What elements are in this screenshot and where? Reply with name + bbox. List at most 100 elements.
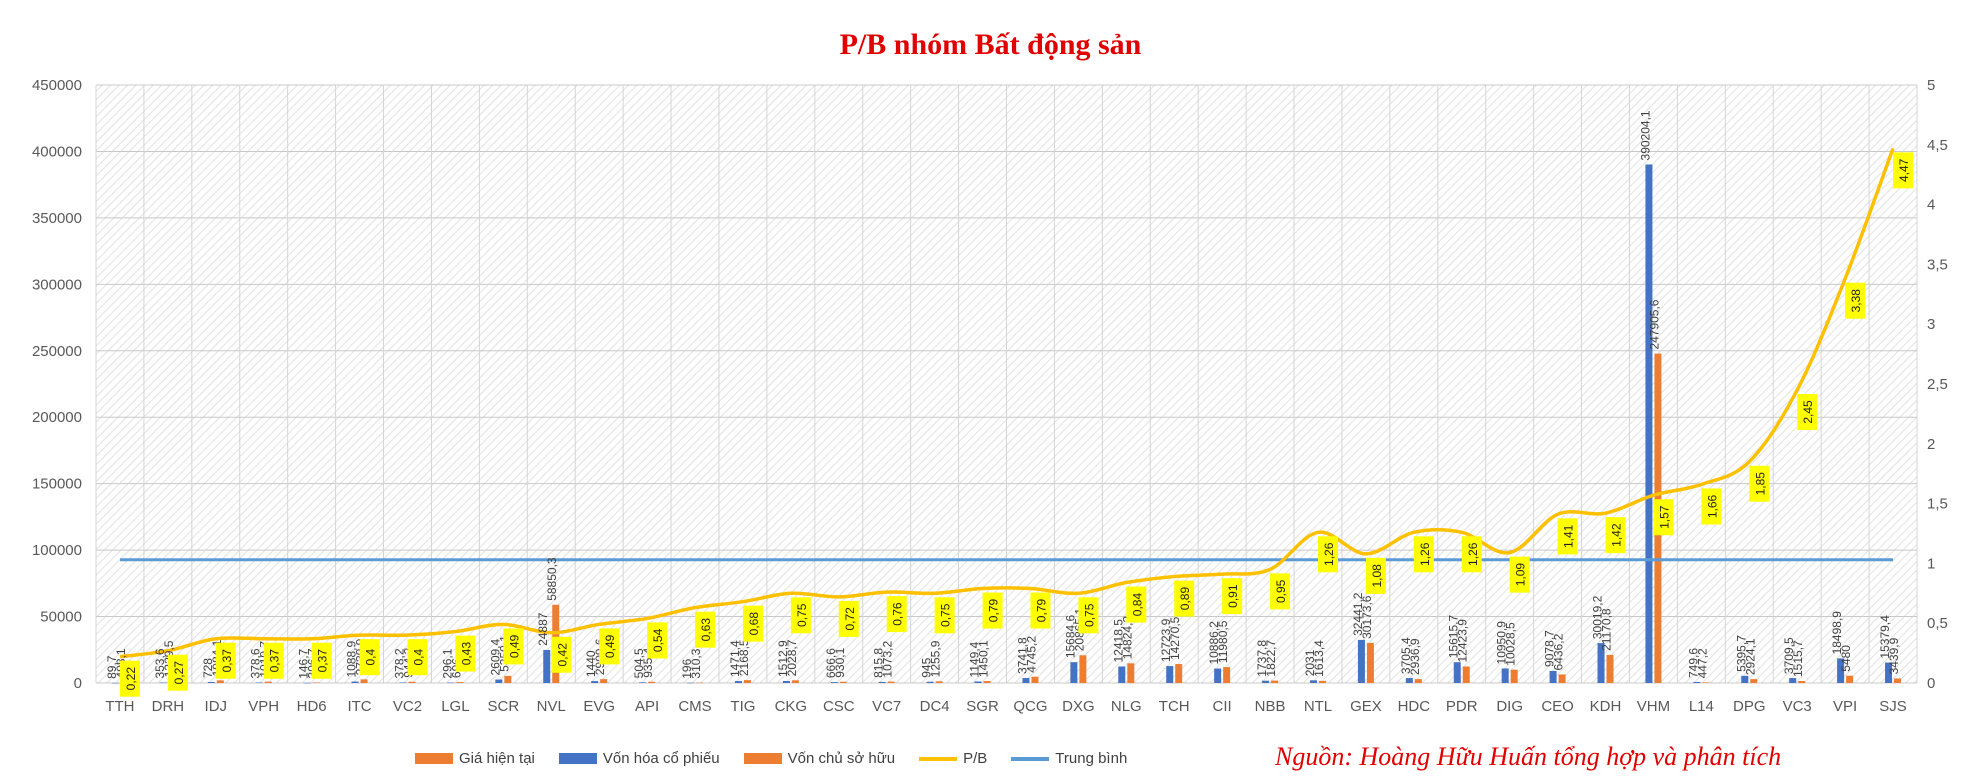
data-label-von-csh: 930,1 (833, 647, 847, 677)
source-note: Nguồn: Hoàng Hữu Huấn tổng hợp và phân t… (1275, 742, 1782, 771)
data-label-von-csh: 30173,6 (1360, 595, 1374, 639)
bar-von-hoa (782, 680, 790, 683)
category-label: TTH (105, 698, 134, 715)
data-label-von-hoa: 3705,4 (1399, 637, 1413, 674)
data-label-von-csh: 2936,9 (1408, 638, 1422, 675)
pb-label-group: 2,45 (1797, 393, 1818, 430)
bar-von-csh (1462, 666, 1470, 683)
pb-label-box (215, 642, 236, 679)
data-label-von-csh: 12423,9 (1456, 619, 1470, 663)
bar-von-hoa (1357, 639, 1365, 683)
data-label-von-hoa: 5395,7 (1734, 635, 1748, 672)
data-label-von-csh: 1255,9 (929, 640, 943, 677)
bar-von-hoa (495, 679, 503, 683)
pb-label-box (311, 642, 332, 679)
pb-label-box (742, 605, 763, 642)
data-label-von-hoa: 196 (680, 658, 694, 678)
pb-label-group: 0,95 (1270, 573, 1291, 610)
category-label: HD6 (297, 698, 327, 715)
pb-label-group: 0,89 (1174, 580, 1195, 617)
data-label-von-hoa: 728 (201, 658, 215, 678)
pb-line (119, 147, 1895, 659)
pb-label-group: 0,84 (1126, 586, 1147, 623)
pb-label: 1,09 (1514, 563, 1528, 587)
pb-label-box (695, 611, 716, 648)
data-label-von-csh: 58850,3 (545, 557, 559, 601)
data-label-von-hoa: 666,6 (824, 648, 838, 678)
data-label-von-hoa: 24887 (536, 612, 550, 646)
bar-von-csh (1366, 642, 1374, 683)
data-label-von-csh: 5480 (1839, 645, 1853, 672)
bar-von-hoa (591, 681, 599, 683)
legend-label: P/B (963, 750, 988, 767)
pb-label-group: 1,26 (1317, 536, 1338, 573)
pb-label: 0,43 (459, 642, 473, 666)
pb-label: 1,08 (1370, 564, 1384, 588)
data-label-von-hoa: 378,2 (392, 648, 406, 678)
pb-label-group: 0,63 (695, 611, 716, 648)
bar-von-hoa (1885, 662, 1893, 683)
pb-label: 0,37 (220, 649, 234, 673)
pb-label-box (886, 596, 907, 633)
bar-von-hoa (1405, 678, 1413, 683)
pb-label-box (503, 628, 524, 665)
data-label-von-hoa: 30019,2 (1591, 595, 1605, 639)
data-label-von-csh: 2168,5 (737, 639, 751, 676)
pb-label-box (838, 600, 859, 637)
left-tick-label: 50000 (40, 609, 82, 626)
category-label: KDH (1590, 698, 1622, 715)
bar-von-csh (1031, 676, 1039, 683)
bar-von-csh (1127, 663, 1135, 683)
data-label-von-hoa: 815,8 (872, 648, 886, 678)
bar-von-csh (504, 675, 512, 683)
pb-label-group: 0,72 (838, 600, 859, 637)
data-label-von-hoa: 945 (920, 657, 934, 677)
pb-label-group: 0,4 (359, 639, 380, 676)
pb-label-group: 0,79 (1030, 592, 1051, 629)
category-label: VHM (1637, 698, 1670, 715)
data-label-von-hoa: 1149,4 (968, 641, 982, 677)
data-label-von-csh: 1073,2 (881, 641, 895, 678)
bar-von-hoa (974, 681, 982, 683)
category-label: CMS (678, 698, 711, 715)
pb-label-group: 0,49 (599, 628, 620, 665)
right-tick-label: 2 (1927, 436, 1935, 453)
right-tick-label: 4,5 (1927, 137, 1948, 154)
pb-label: 0,75 (795, 603, 809, 627)
left-tick-label: 450000 (32, 77, 82, 94)
category-label: CKG (775, 698, 808, 715)
pb-label: 0,76 (891, 602, 905, 626)
legend-item: Giá hiện tại (415, 750, 535, 767)
bar-von-hoa (878, 681, 886, 683)
pb-label: 0,89 (1178, 587, 1192, 611)
pb-label: 1,66 (1705, 494, 1719, 518)
pb-label-group: 1,57 (1653, 499, 1674, 536)
pb-label-box (790, 597, 811, 634)
legend-label: Giá hiện tại (459, 750, 535, 767)
data-label-von-hoa: 2609,4 (488, 639, 502, 676)
data-label-von-hoa: 504,5 (632, 648, 646, 678)
pb-label-box (1893, 152, 1914, 189)
pb-label-group: 0,68 (742, 605, 763, 642)
data-label-von-hoa: 1088,9 (345, 641, 359, 678)
left-tick-label: 350000 (32, 210, 82, 227)
legend-swatch (558, 753, 597, 764)
pb-label-group: 0,75 (934, 597, 955, 634)
pb-label-box (1509, 556, 1530, 593)
bar-von-hoa (1309, 680, 1317, 683)
legend-item: P/B (919, 750, 987, 767)
bar-von-csh (1606, 654, 1614, 683)
pb-label-box (1701, 488, 1722, 525)
bar-von-csh (1894, 678, 1902, 683)
bar-von-hoa (1214, 668, 1222, 683)
pb-label-group: 0,37 (263, 642, 284, 679)
chart-title: P/B nhóm Bất động sản (839, 28, 1142, 61)
category-label: VPH (248, 698, 279, 715)
bar-von-hoa (639, 682, 647, 683)
data-label-von-csh: 310,3 (689, 648, 703, 678)
bar-von-hoa (687, 682, 695, 684)
pb-label-group: 0,76 (886, 596, 907, 633)
data-label-von-csh: 4745,2 (1024, 636, 1038, 673)
data-label-von-csh: 14824,2 (1120, 616, 1134, 660)
